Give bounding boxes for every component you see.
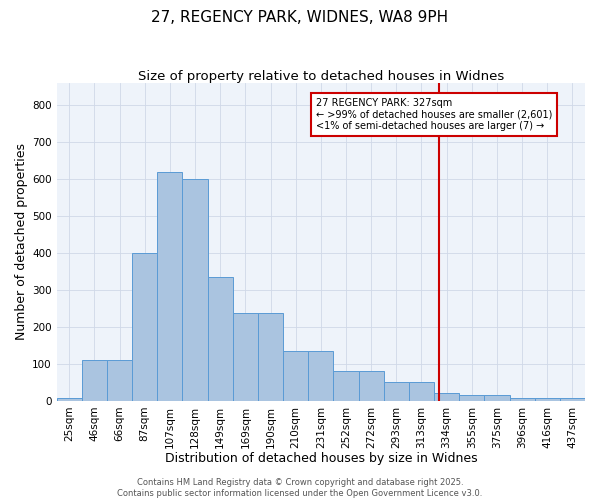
Bar — [334, 372, 359, 401]
X-axis label: Distribution of detached houses by size in Widnes: Distribution of detached houses by size … — [164, 452, 477, 465]
Bar — [459, 395, 484, 401]
Bar — [384, 382, 409, 401]
Bar — [409, 382, 434, 401]
Bar — [82, 360, 107, 401]
Bar — [535, 398, 560, 401]
Bar — [434, 394, 459, 401]
Bar — [283, 351, 308, 401]
Bar — [182, 179, 208, 401]
Bar — [258, 313, 283, 401]
Bar — [107, 360, 132, 401]
Bar — [132, 253, 157, 401]
Bar — [208, 277, 233, 401]
Title: Size of property relative to detached houses in Widnes: Size of property relative to detached ho… — [138, 70, 504, 83]
Bar — [359, 372, 384, 401]
Bar — [157, 172, 182, 401]
Bar — [509, 398, 535, 401]
Bar — [308, 351, 334, 401]
Bar — [560, 398, 585, 401]
Bar — [233, 313, 258, 401]
Y-axis label: Number of detached properties: Number of detached properties — [15, 144, 28, 340]
Text: 27 REGENCY PARK: 327sqm
← >99% of detached houses are smaller (2,601)
<1% of sem: 27 REGENCY PARK: 327sqm ← >99% of detach… — [316, 98, 552, 131]
Bar — [484, 395, 509, 401]
Text: Contains HM Land Registry data © Crown copyright and database right 2025.
Contai: Contains HM Land Registry data © Crown c… — [118, 478, 482, 498]
Bar — [56, 398, 82, 401]
Text: 27, REGENCY PARK, WIDNES, WA8 9PH: 27, REGENCY PARK, WIDNES, WA8 9PH — [151, 10, 449, 25]
